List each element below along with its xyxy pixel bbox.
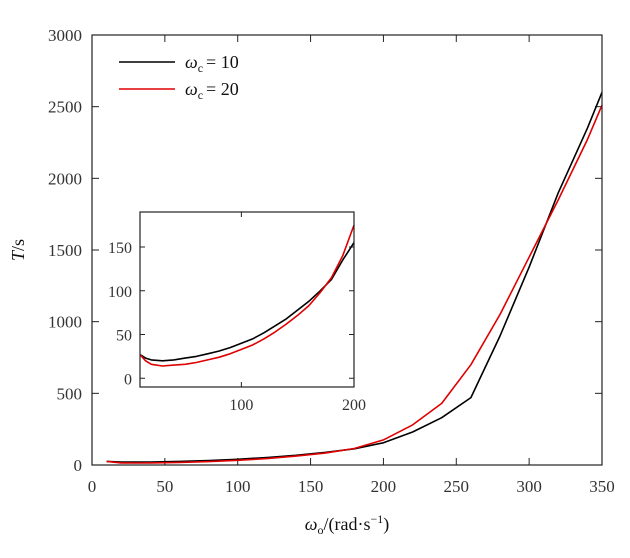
- inset-series-line-1: [139, 224, 355, 367]
- legend-label-series-0: ωc = 10: [185, 52, 239, 75]
- main-x-tick-label: 250: [444, 477, 470, 496]
- main-x-tick-label: 50: [156, 477, 173, 496]
- main-y-tick-label: 2500: [48, 98, 82, 117]
- main-x-tick-label: 200: [371, 477, 397, 496]
- legend: ωc = 10 ωc = 20: [119, 52, 239, 102]
- main-plot-frame: [91, 34, 603, 466]
- inset-plot-frame: [139, 211, 355, 388]
- inset-x-tick-label: 100: [229, 397, 253, 414]
- main-x-tick-label: 350: [589, 477, 615, 496]
- main-y-tick-label: 2000: [48, 169, 82, 188]
- inset-plot-lines: [139, 224, 355, 367]
- main-x-tick-label: 0: [88, 477, 97, 496]
- inset-y-tick-label: 0: [124, 371, 132, 388]
- inset-axes: 100 200 0 50 100 150: [108, 212, 366, 414]
- main-x-tick-label: 100: [225, 477, 251, 496]
- main-axes: 0 50 100 150 200 250 300 3500500100015002000250…: [48, 26, 615, 496]
- main-x-tick-label: 150: [298, 477, 324, 496]
- inset-y-tick-label: 100: [108, 284, 132, 301]
- inset-y-tick-label: 150: [108, 240, 132, 257]
- main-y-tick-label: 1500: [48, 241, 82, 260]
- y-axis-label: T/s: [8, 239, 28, 261]
- inset-series-line-0: [139, 242, 355, 362]
- inset-x-tick-label: 200: [342, 397, 366, 414]
- inset-y-tick-label: 50: [116, 328, 132, 345]
- inset-background: [140, 212, 354, 387]
- main-y-tick-label: 1000: [48, 313, 82, 332]
- main-x-tick-label: 300: [516, 477, 542, 496]
- x-axis-label: ωo/(rad·s−1): [305, 512, 389, 537]
- main-y-tick-label: 500: [57, 384, 83, 403]
- main-y-tick-label: 0: [74, 456, 83, 475]
- main-series-line-1: [106, 104, 603, 464]
- legend-label-series-1: ωc = 20: [185, 79, 239, 102]
- main-plot-lines: [106, 91, 603, 464]
- main-y-tick-label: 3000: [48, 26, 82, 45]
